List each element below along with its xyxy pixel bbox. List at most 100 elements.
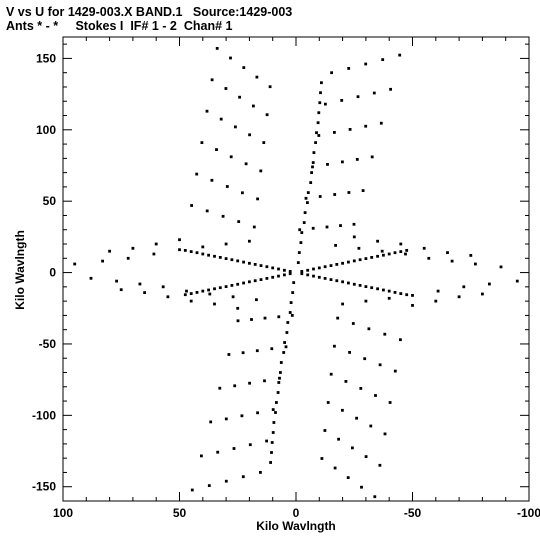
uv-point: [399, 250, 403, 253]
uv-point: [207, 253, 210, 257]
uv-point: [255, 298, 258, 302]
uv-point: [244, 162, 248, 166]
uv-point: [229, 56, 232, 60]
uv-point: [300, 272, 304, 276]
uv-point: [241, 475, 245, 479]
uv-point: [253, 263, 257, 266]
uv-point: [297, 251, 301, 254]
uv-point: [207, 288, 210, 292]
uv-point: [126, 256, 130, 260]
uv-point: [515, 279, 519, 283]
uv-point: [201, 252, 205, 256]
uv-point: [236, 259, 240, 263]
uv-point: [230, 284, 234, 287]
uv-point: [268, 85, 272, 89]
uv-point: [352, 282, 356, 286]
uv-point: [347, 260, 350, 264]
uv-point: [367, 327, 371, 331]
uv-point: [143, 291, 146, 294]
uv-point: [310, 171, 313, 174]
uv-point: [270, 441, 274, 444]
uv-point: [190, 204, 193, 207]
uv-point: [364, 257, 368, 260]
uv-point: [263, 379, 266, 383]
uv-point: [298, 228, 302, 232]
uv-point: [259, 264, 263, 267]
uv-point: [119, 288, 123, 292]
uv-point: [329, 278, 333, 281]
uv-point: [205, 209, 209, 213]
uv-point: [347, 191, 351, 194]
uv-point: [317, 111, 321, 115]
uv-point: [200, 141, 204, 144]
uv-point: [370, 286, 374, 290]
uv-point: [311, 226, 315, 230]
x-axis-label: Kilo Wavlngth: [256, 519, 336, 533]
uv-point: [363, 357, 367, 361]
uv-point: [236, 282, 240, 286]
uv-point: [383, 332, 387, 336]
uv-point: [229, 155, 233, 159]
uv-point: [364, 455, 368, 458]
uv-point: [277, 274, 280, 278]
uv-point: [326, 401, 330, 404]
y-axis-label: Kilo Wavlngth: [13, 230, 27, 310]
uv-point: [364, 285, 368, 288]
uv-point: [393, 251, 397, 255]
uv-point: [190, 488, 194, 492]
uv-point: [269, 461, 272, 464]
uv-point: [242, 260, 245, 264]
uv-point: [300, 231, 304, 234]
uv-point: [291, 291, 295, 294]
uv-point: [207, 484, 211, 487]
uv-point: [154, 242, 158, 246]
uv-point: [256, 197, 259, 201]
uv-point: [210, 178, 214, 182]
uv-point: [411, 294, 414, 297]
uv-point: [290, 314, 294, 317]
uv-point: [218, 256, 222, 259]
uv-point: [387, 252, 391, 256]
uv-point: [341, 302, 344, 306]
uv-point: [274, 411, 277, 414]
uv-point: [286, 321, 290, 324]
uv-point: [101, 259, 104, 263]
uv-point: [227, 353, 231, 356]
uv-point: [178, 248, 181, 252]
uv-point: [341, 280, 344, 284]
uv-point: [373, 495, 377, 499]
uv-point: [306, 201, 309, 204]
uv-point: [329, 372, 333, 376]
uv-point: [422, 246, 426, 250]
uv-point: [236, 306, 240, 310]
uv-point: [299, 241, 303, 244]
uv-point: [317, 134, 321, 137]
uv-point: [219, 117, 223, 121]
uv-point: [399, 338, 402, 342]
uv-point: [213, 254, 216, 258]
uv-point: [224, 87, 228, 90]
uv-point: [224, 257, 228, 260]
x-tick-label: 100: [53, 506, 73, 520]
uv-point: [224, 417, 228, 421]
y-tick-label: 100: [36, 123, 56, 137]
uv-point: [224, 242, 228, 246]
uv-point: [234, 125, 237, 129]
uv-point: [279, 361, 283, 364]
uv-point: [248, 280, 251, 284]
uv-point: [209, 420, 213, 424]
y-tick-label: 0: [49, 266, 56, 280]
uv-point: [311, 161, 315, 164]
uv-point: [277, 315, 281, 319]
uv-point: [218, 286, 222, 290]
uv-point: [450, 259, 454, 263]
uv-point: [288, 311, 292, 314]
uv-point: [348, 351, 351, 354]
uv-point: [189, 292, 193, 295]
uv-point: [265, 439, 268, 443]
uv-point: [233, 384, 237, 388]
uv-point: [378, 463, 382, 467]
uv-point: [347, 281, 350, 285]
uv-point: [284, 345, 288, 349]
uv-point: [411, 304, 414, 307]
